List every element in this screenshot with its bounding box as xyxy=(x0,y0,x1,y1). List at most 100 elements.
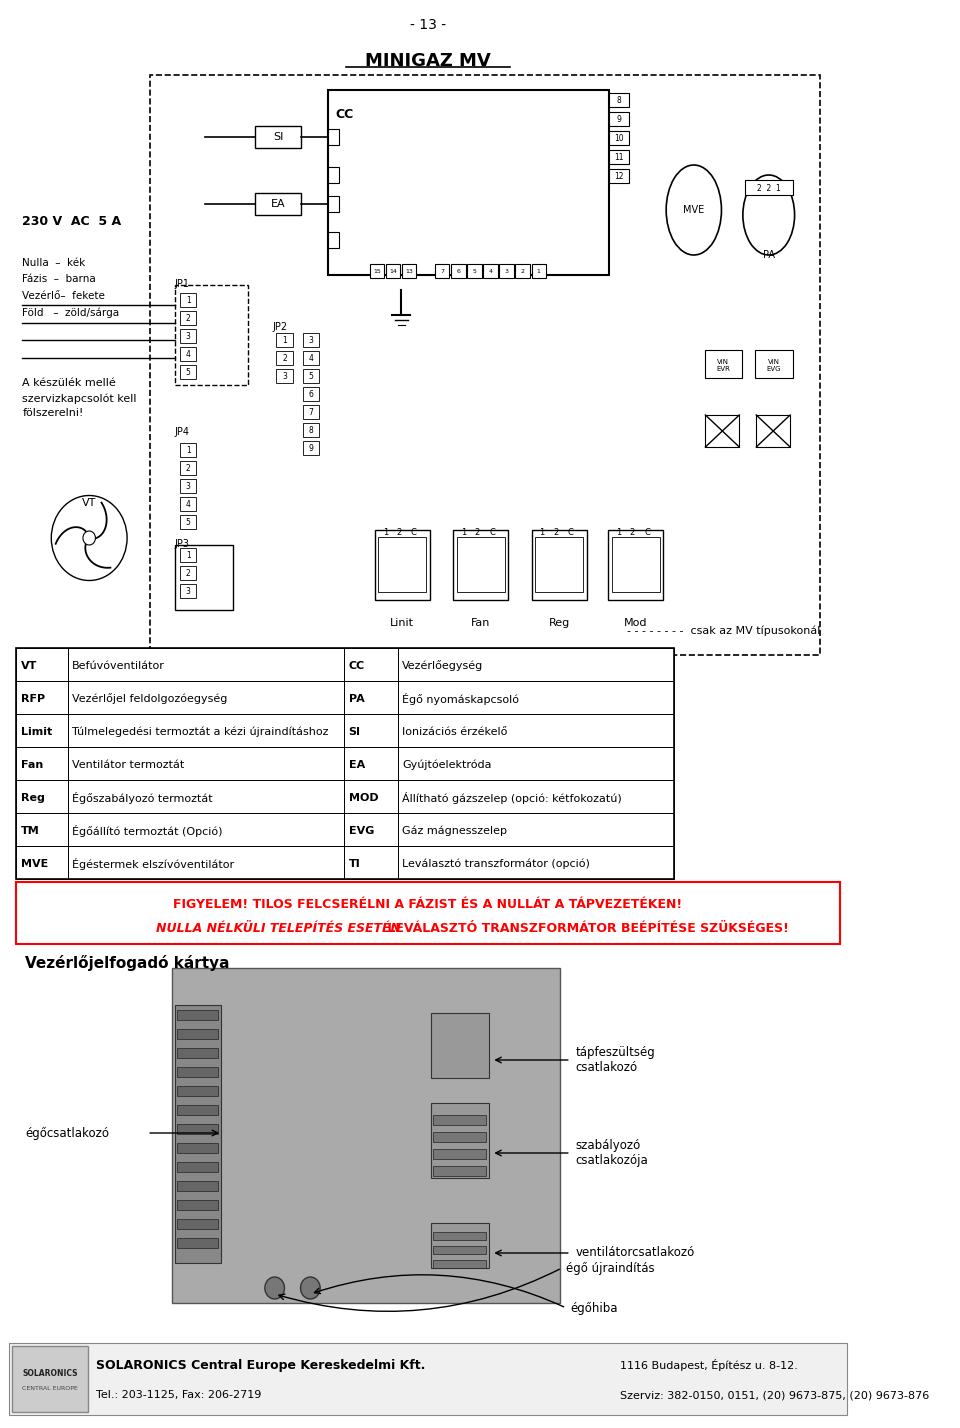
Text: JP4: JP4 xyxy=(175,427,190,437)
Text: C: C xyxy=(644,528,650,537)
Bar xyxy=(178,1200,219,1210)
Bar xyxy=(255,126,301,149)
Bar xyxy=(371,264,384,278)
Text: égőcsatlakozó: égőcsatlakozó xyxy=(25,1127,109,1140)
Text: Vezérlőjelfogadó kártya: Vezérlőjelfogadó kártya xyxy=(25,955,229,971)
Text: 2: 2 xyxy=(520,268,524,274)
Bar xyxy=(16,845,68,880)
Text: 1: 1 xyxy=(616,528,621,537)
Text: égő újraindítás: égő újraindítás xyxy=(566,1261,655,1275)
Bar xyxy=(345,648,397,681)
Bar xyxy=(180,366,196,378)
Bar xyxy=(178,1220,219,1230)
Bar xyxy=(397,714,674,747)
Text: 2: 2 xyxy=(474,528,480,537)
Bar xyxy=(433,1167,486,1177)
Bar xyxy=(609,150,629,164)
Text: TM: TM xyxy=(20,825,39,835)
Bar xyxy=(16,648,674,880)
Bar xyxy=(609,530,663,600)
Text: LEVÁLASZTÓ TRANSZFORMÁTOR BEÉPÍTÉSE SZÜKSÉGES!: LEVÁLASZTÓ TRANSZFORMÁTOR BEÉPÍTÉSE SZÜK… xyxy=(383,922,789,935)
Text: 2: 2 xyxy=(186,314,190,323)
Bar xyxy=(180,347,196,361)
Bar xyxy=(535,537,584,593)
Bar xyxy=(345,681,397,714)
Bar xyxy=(150,76,821,655)
Text: 1: 1 xyxy=(282,336,287,344)
Text: 1: 1 xyxy=(186,551,190,560)
Text: Leválasztó transzformátor (opció): Leválasztó transzformátor (opció) xyxy=(402,858,590,868)
Text: Linit: Linit xyxy=(390,618,414,628)
Bar xyxy=(402,264,417,278)
Text: 1: 1 xyxy=(461,528,467,537)
Bar xyxy=(433,1150,486,1160)
Text: 1116 Budapest, Építész u. 8-12.: 1116 Budapest, Építész u. 8-12. xyxy=(620,1359,798,1371)
Text: SOLARONICS: SOLARONICS xyxy=(22,1368,78,1378)
Text: Égéstermek elszívóventilátor: Égéstermek elszívóventilátor xyxy=(72,857,234,870)
Text: MOD: MOD xyxy=(348,793,378,803)
Text: Fan: Fan xyxy=(471,618,491,628)
Text: - 13 -: - 13 - xyxy=(410,19,446,31)
Text: EA: EA xyxy=(271,198,285,208)
Bar xyxy=(435,264,449,278)
Text: Ionizációs érzékelő: Ionizációs érzékelő xyxy=(402,727,508,737)
Bar xyxy=(328,196,339,211)
Text: JP1: JP1 xyxy=(175,278,190,288)
Bar xyxy=(397,747,674,780)
Text: PA: PA xyxy=(348,694,365,704)
Bar xyxy=(706,416,739,447)
Text: 3: 3 xyxy=(309,336,314,344)
Ellipse shape xyxy=(265,1277,284,1299)
Bar xyxy=(178,1162,219,1172)
Text: 9: 9 xyxy=(616,114,621,123)
Bar xyxy=(172,968,560,1302)
Bar xyxy=(178,1238,219,1248)
Text: RFP: RFP xyxy=(20,694,44,704)
Bar xyxy=(756,350,793,378)
Ellipse shape xyxy=(666,166,722,256)
Text: JP3: JP3 xyxy=(175,538,190,548)
Text: NULLA NÉLKÜLI TELEPÍTÉS ESETÉN: NULLA NÉLKÜLI TELEPÍTÉS ESETÉN xyxy=(156,922,401,935)
Text: PA: PA xyxy=(763,250,775,260)
Bar xyxy=(483,264,497,278)
Text: Égő nyomáskapcsoló: Égő nyomáskapcsoló xyxy=(402,693,519,704)
Bar xyxy=(180,443,196,457)
Bar xyxy=(180,311,196,326)
Text: Befúvóventilátor: Befúvóventilátor xyxy=(72,661,165,671)
Text: EVG: EVG xyxy=(348,825,374,835)
Text: 4: 4 xyxy=(185,350,191,358)
Text: Reg: Reg xyxy=(20,793,44,803)
Text: 6: 6 xyxy=(309,390,314,398)
Text: - - - - - - - -  csak az MV típusokonál: - - - - - - - - csak az MV típusokonál xyxy=(627,625,821,635)
Bar xyxy=(345,780,397,813)
Text: tápfeszültség
csatlakozó: tápfeszültség csatlakozó xyxy=(575,1045,655,1074)
Bar xyxy=(276,368,293,383)
Text: Égőállító termoztát (Opció): Égőállító termoztát (Opció) xyxy=(72,824,223,837)
Bar xyxy=(705,350,742,378)
Text: 6: 6 xyxy=(456,268,461,274)
Text: 5: 5 xyxy=(185,517,191,527)
Bar xyxy=(16,813,68,845)
Bar xyxy=(745,180,793,196)
Bar xyxy=(328,90,609,276)
Text: VT: VT xyxy=(82,498,96,508)
Bar xyxy=(68,813,345,845)
Bar xyxy=(303,368,320,383)
Bar xyxy=(532,264,546,278)
Bar xyxy=(451,264,466,278)
Bar xyxy=(12,1347,88,1412)
Text: 8: 8 xyxy=(309,426,314,434)
Bar xyxy=(328,231,339,248)
Text: 2: 2 xyxy=(396,528,401,537)
Bar xyxy=(453,530,509,600)
Text: CENTRAL EUROPE: CENTRAL EUROPE xyxy=(22,1387,78,1391)
Bar xyxy=(397,845,674,880)
Bar xyxy=(303,333,320,347)
Text: EA: EA xyxy=(348,760,365,770)
Text: Égőszabályozó termoztát: Égőszabályozó termoztát xyxy=(72,791,213,804)
Bar xyxy=(255,193,301,216)
Bar xyxy=(397,780,674,813)
Text: CC: CC xyxy=(335,109,353,121)
Bar xyxy=(345,813,397,845)
Text: Reg: Reg xyxy=(548,618,570,628)
